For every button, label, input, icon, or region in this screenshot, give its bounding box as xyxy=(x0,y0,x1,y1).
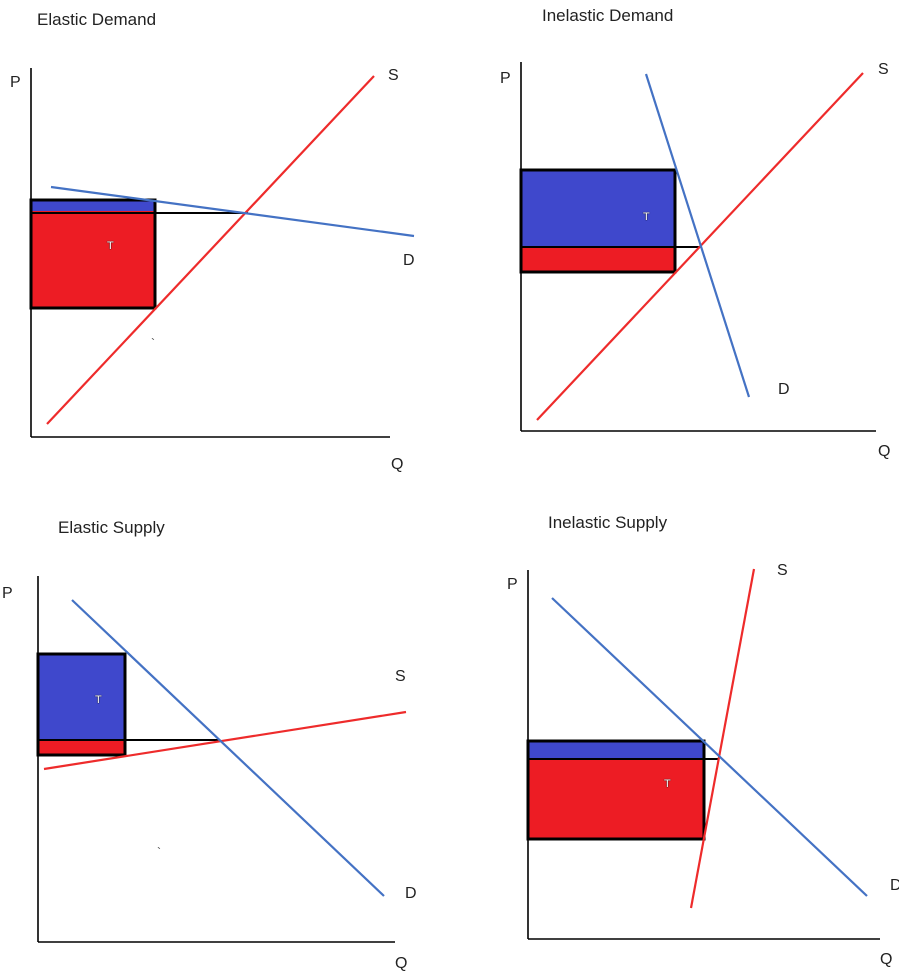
tax-label: T xyxy=(107,240,114,252)
x-axis-label: Q xyxy=(395,955,408,972)
y-axis-label: P xyxy=(507,576,518,593)
demand-curve xyxy=(644,73,751,398)
stray-mark: ` xyxy=(157,845,161,859)
producer-burden-area xyxy=(528,759,704,839)
producer-burden-area xyxy=(38,740,125,755)
x-axis-label: Q xyxy=(880,951,893,968)
y-axis-label: P xyxy=(500,70,511,87)
x-axis-label: Q xyxy=(391,456,404,473)
consumer-burden-area xyxy=(38,654,125,740)
demand-label: D xyxy=(403,252,415,269)
consumer-burden-area xyxy=(521,170,675,247)
panel-title: Inelastic Demand xyxy=(542,6,674,25)
demand-curve xyxy=(50,185,415,238)
panel-elastic-demand xyxy=(29,68,415,438)
demand-curve xyxy=(71,599,385,897)
demand-label: D xyxy=(890,877,899,894)
supply-curve xyxy=(43,710,407,771)
y-axis-label: P xyxy=(2,585,13,602)
producer-burden-area xyxy=(521,247,675,272)
panel-title: Elastic Demand xyxy=(37,10,157,29)
demand-label: D xyxy=(778,381,790,398)
x-axis-label: Q xyxy=(878,443,891,460)
panel-inelastic-supply xyxy=(526,568,880,940)
stray-mark: ` xyxy=(151,336,155,350)
supply-label: S xyxy=(777,562,788,579)
y-axis-label: P xyxy=(10,74,21,91)
supply-label: S xyxy=(878,61,889,78)
panel-title: Elastic Supply xyxy=(58,518,165,537)
producer-burden-area xyxy=(31,211,155,308)
supply-label: S xyxy=(388,67,399,84)
panel-inelastic-demand xyxy=(519,62,876,432)
consumer-burden-area xyxy=(31,200,155,211)
panel-title: Inelastic Supply xyxy=(548,513,668,532)
demand-curve xyxy=(551,597,868,897)
tax-label: T xyxy=(664,778,671,790)
demand-label: D xyxy=(405,885,417,902)
supply-label: S xyxy=(395,668,406,685)
supply-curve xyxy=(46,75,375,425)
tax-label: T xyxy=(643,211,650,223)
supply-curve xyxy=(689,568,756,909)
panel-elastic-supply xyxy=(36,576,407,943)
tax-label: T xyxy=(95,694,102,706)
consumer-burden-area xyxy=(528,741,704,759)
